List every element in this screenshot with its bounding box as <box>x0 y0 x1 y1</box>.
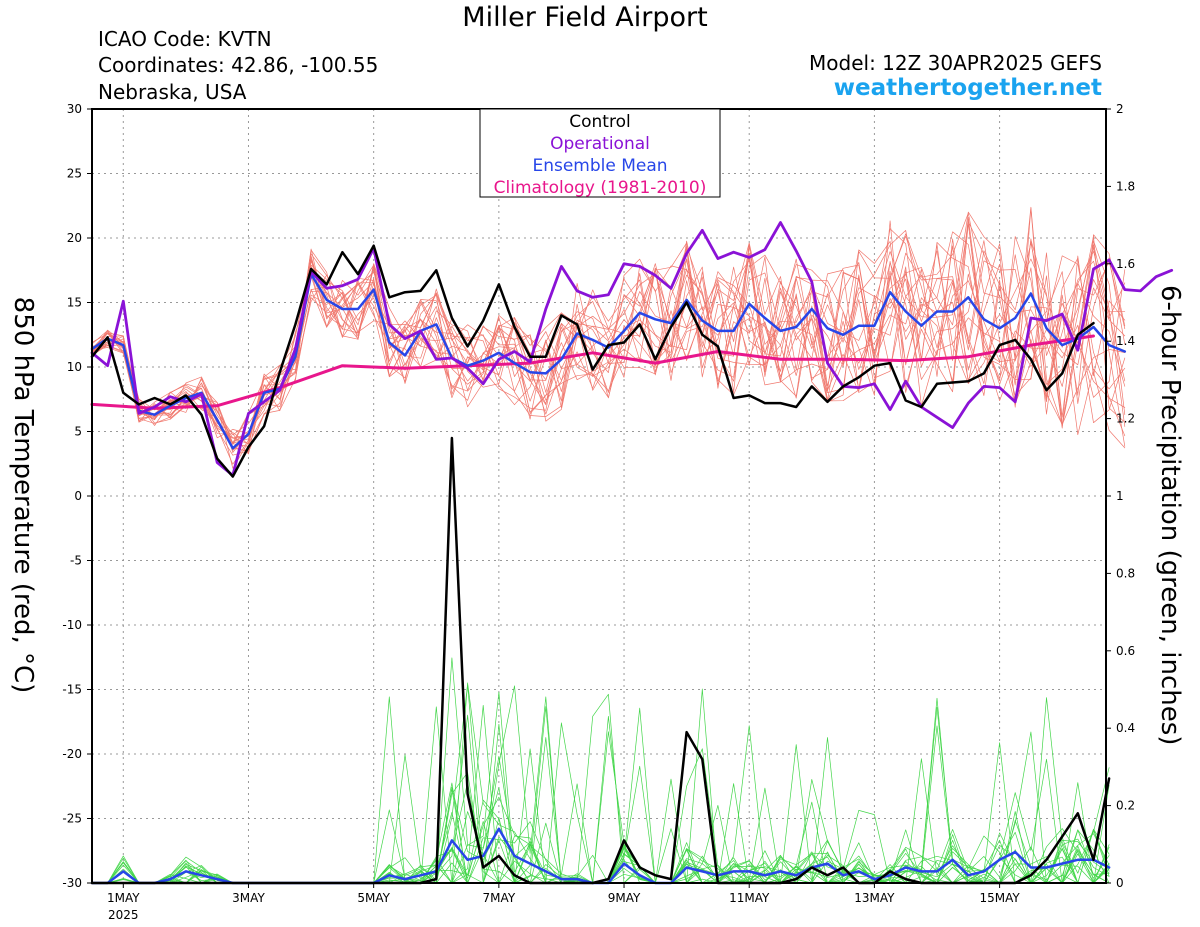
y2-tick-label: 0.2 <box>1116 799 1135 813</box>
y-tick-label: -30 <box>62 876 82 890</box>
y-axis-label-left: 850 hPa Temperature (red, °C) <box>8 296 38 694</box>
plot-frame <box>91 108 1107 884</box>
precip-member-line <box>91 684 1110 884</box>
y-tick-label: -15 <box>62 683 82 697</box>
y-tick-label: -10 <box>62 618 82 632</box>
model-run: Model: 12Z 30APR2025 GEFS <box>809 51 1102 75</box>
temperature-member-line <box>91 220 1126 439</box>
temperature-member-line <box>91 240 1126 436</box>
y2-tick-label: 1.2 <box>1116 412 1135 426</box>
region: Nebraska, USA <box>98 80 247 104</box>
precip-member-line <box>91 682 1110 884</box>
y2-tick-label: 1.8 <box>1116 179 1135 193</box>
x-tick-label: 7MAY <box>483 891 516 905</box>
coordinates: Coordinates: 42.86, -100.55 <box>98 53 379 77</box>
y2-tick-label: 0 <box>1116 876 1124 890</box>
y2-tick-label: 1.4 <box>1116 334 1135 348</box>
precip-member-line <box>91 706 1110 884</box>
precip-member-line <box>91 657 1110 884</box>
y-tick-label: 5 <box>74 425 82 439</box>
x-tick-sublabel: 2025 <box>108 908 139 922</box>
x-tick-label: 5MAY <box>357 891 390 905</box>
y-tick-label: 25 <box>67 167 82 181</box>
precip-member-line <box>91 706 1110 884</box>
temperature-member-line <box>91 235 1126 465</box>
temperature-control-line <box>90 244 1095 478</box>
legend-box <box>479 108 721 198</box>
y-tick-label: -25 <box>62 812 82 826</box>
precip-member-line <box>91 706 1110 884</box>
temperature-member-line <box>91 257 1126 469</box>
x-tick-label: 9MAY <box>608 891 641 905</box>
x-tick-label: 13MAY <box>854 891 895 905</box>
y2-tick-label: 2 <box>1116 102 1124 116</box>
x-tick-label: 1MAY <box>107 891 140 905</box>
legend-entry: Ensemble Mean <box>532 156 667 176</box>
temperature-member-line <box>91 231 1126 445</box>
temperature-mean-line <box>90 272 1127 450</box>
y-tick-label: 0 <box>74 489 82 503</box>
y-tick-label: -20 <box>62 747 82 761</box>
y2-tick-label: 1 <box>1116 489 1124 503</box>
y-tick-label: 10 <box>67 360 82 374</box>
y-tick-label: -5 <box>70 554 82 568</box>
x-tick-label: 3MAY <box>232 891 265 905</box>
temperature-member-line <box>91 206 1126 439</box>
site-brand[interactable]: weathertogether.net <box>833 75 1102 101</box>
x-tick-label: 11MAY <box>729 891 770 905</box>
y-axis-label-right: 6-hour Precipitation (green, inches) <box>1155 285 1185 746</box>
y-tick-label: 15 <box>67 296 82 310</box>
y-tick-label: 20 <box>67 231 82 245</box>
y2-tick-label: 1.6 <box>1116 257 1135 271</box>
icao-code: ICAO Code: KVTN <box>98 27 272 51</box>
chart-title: Miller Field Airport <box>462 2 708 33</box>
legend-entry: Operational <box>550 134 650 154</box>
x-tick-label: 15MAY <box>979 891 1020 905</box>
climatology-line <box>90 334 1095 410</box>
precip-control-line <box>90 436 1111 885</box>
legend-entry: Climatology (1981-2010) <box>494 178 707 198</box>
y2-tick-label: 0.4 <box>1116 721 1135 735</box>
y2-tick-label: 0.8 <box>1116 566 1135 580</box>
y-tick-label: 30 <box>67 102 82 116</box>
precip-member-line <box>91 696 1110 884</box>
precip-member-line <box>91 704 1110 884</box>
legend-entry: Control <box>569 112 630 132</box>
y2-tick-label: 0.6 <box>1116 644 1135 658</box>
temperature-member-line <box>91 240 1126 439</box>
precip-member-line <box>91 688 1110 884</box>
precip-member-line <box>91 821 1110 884</box>
temperature-member-line <box>91 207 1126 447</box>
temperature-member-line <box>91 223 1126 452</box>
